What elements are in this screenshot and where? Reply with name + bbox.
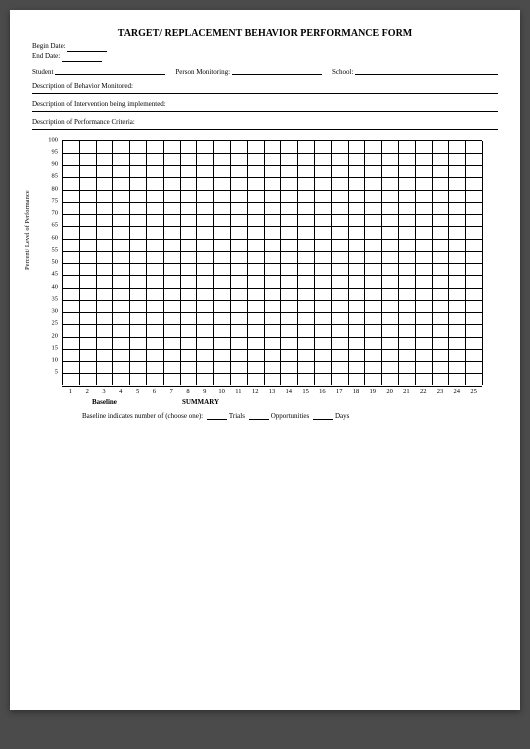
behavior-label: Description of Behavior Monitored: (32, 82, 498, 90)
xtick: 11 (235, 388, 241, 395)
xtick: 16 (319, 388, 326, 395)
opt-opps: Opportunities (271, 412, 310, 420)
ytick: 60 (38, 234, 58, 241)
footer-prefix: Baseline indicates number of (choose one… (82, 412, 203, 420)
student-label: Student (32, 68, 53, 76)
ytick: 50 (38, 259, 58, 266)
xtick: 24 (454, 388, 461, 395)
xtick: 15 (302, 388, 309, 395)
ytick: 10 (38, 357, 58, 364)
ytick: 45 (38, 271, 58, 278)
ytick: 35 (38, 295, 58, 302)
opps-blank[interactable] (249, 413, 269, 420)
xtick: 5 (136, 388, 139, 395)
xtick: 1 (69, 388, 72, 395)
form-page: TARGET/ REPLACEMENT BEHAVIOR PERFORMANCE… (10, 10, 520, 710)
end-date-blank[interactable] (62, 55, 102, 62)
xtick: 23 (437, 388, 444, 395)
days-blank[interactable] (313, 413, 333, 420)
yaxis-label: Percent/ Level of Performance (24, 190, 31, 270)
xtick: 8 (186, 388, 189, 395)
ytick: 5 (38, 369, 58, 376)
xtick: 18 (353, 388, 360, 395)
xtick: 10 (218, 388, 225, 395)
xtick: 9 (203, 388, 206, 395)
intervention-label: Description of Intervention being implem… (32, 100, 498, 108)
xtick: 2 (86, 388, 89, 395)
ytick: 55 (38, 246, 58, 253)
school-label: School: (332, 68, 353, 76)
ytick: 85 (38, 173, 58, 180)
ytick: 20 (38, 332, 58, 339)
xtick: 6 (153, 388, 156, 395)
xtick: 13 (269, 388, 276, 395)
baseline-label: Baseline (92, 398, 117, 406)
divider (32, 129, 498, 130)
xtick: 19 (370, 388, 377, 395)
xtick: 22 (420, 388, 427, 395)
xtick: 7 (170, 388, 173, 395)
divider (32, 93, 498, 94)
xtick: 17 (336, 388, 343, 395)
xtick: 25 (470, 388, 477, 395)
performance-chart: Percent/ Level of Performance 1009590858… (32, 140, 492, 420)
opt-trials: Trials (229, 412, 245, 420)
xtick: 3 (102, 388, 105, 395)
ytick: 40 (38, 283, 58, 290)
xtick: 20 (386, 388, 393, 395)
xtick: 4 (119, 388, 122, 395)
ytick: 30 (38, 308, 58, 315)
criteria-label: Description of Performance Criteria: (32, 118, 498, 126)
ytick: 65 (38, 222, 58, 229)
ytick: 75 (38, 197, 58, 204)
ytick: 100 (38, 136, 58, 143)
ytick: 90 (38, 161, 58, 168)
ytick: 80 (38, 185, 58, 192)
ytick: 95 (38, 148, 58, 155)
footer-note: Baseline indicates number of (choose one… (82, 412, 349, 420)
xtick: 21 (403, 388, 410, 395)
date-block: Begin Date: End Date: (32, 42, 498, 62)
divider (32, 111, 498, 112)
xtick: 12 (252, 388, 259, 395)
ytick: 70 (38, 210, 58, 217)
person-label: Person Monitoring: (175, 68, 230, 76)
begin-date-blank[interactable] (67, 45, 107, 52)
school-blank[interactable] (355, 68, 498, 75)
person-blank[interactable] (232, 68, 322, 75)
ytick: 25 (38, 320, 58, 327)
xtick: 14 (286, 388, 293, 395)
form-title: TARGET/ REPLACEMENT BEHAVIOR PERFORMANCE… (32, 28, 498, 39)
chart-grid (62, 140, 482, 385)
trials-blank[interactable] (207, 413, 227, 420)
summary-label: SUMMARY (182, 398, 219, 406)
opt-days: Days (335, 412, 349, 420)
student-blank[interactable] (55, 68, 165, 75)
identity-row: Student Person Monitoring: School: (32, 68, 498, 76)
begin-date-label: Begin Date: (32, 42, 66, 50)
end-date-label: End Date: (32, 52, 60, 60)
ytick: 15 (38, 344, 58, 351)
